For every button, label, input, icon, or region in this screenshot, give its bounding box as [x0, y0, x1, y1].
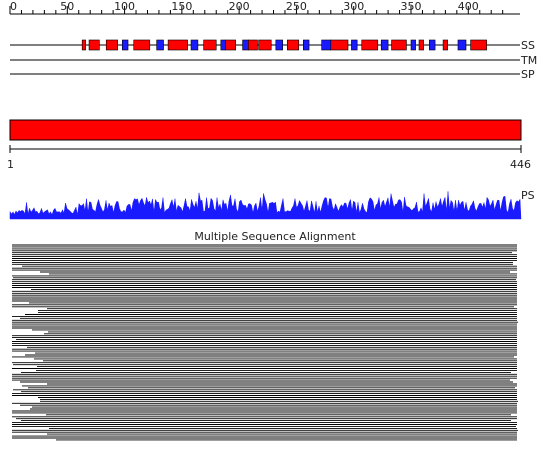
helix-block[interactable]	[442, 39, 448, 51]
strand-block[interactable]	[242, 39, 249, 51]
strand-block[interactable]	[156, 39, 164, 51]
helix-block[interactable]	[286, 39, 300, 51]
strand-block[interactable]	[410, 39, 416, 51]
strand-block[interactable]	[121, 39, 129, 51]
ruler-tick-label: 0	[10, 0, 17, 13]
helix-block[interactable]	[470, 39, 487, 51]
strand-block[interactable]	[303, 39, 310, 51]
domain-end-label: 446	[510, 158, 531, 171]
domain-bar-group: 1 446	[7, 119, 531, 171]
strand-block[interactable]	[351, 39, 358, 51]
ps-profile-area	[9, 191, 522, 220]
ruler-tick-label: 150	[171, 0, 192, 13]
strand-block[interactable]	[457, 39, 467, 51]
helix-block[interactable]	[105, 39, 118, 51]
domain-bar[interactable]	[9, 119, 522, 141]
tm-track: TM	[10, 54, 537, 67]
ruler-tick-label: 250	[286, 0, 307, 13]
ps-track-label: PS	[521, 189, 535, 202]
helix-block[interactable]	[225, 39, 237, 51]
strand-block[interactable]	[220, 39, 226, 51]
helix-block[interactable]	[391, 39, 407, 51]
secondary-structure-elements	[81, 39, 487, 51]
msa-lines	[12, 244, 518, 441]
strand-block[interactable]	[275, 39, 283, 51]
domain-start-label: 1	[7, 158, 14, 171]
helix-block[interactable]	[203, 39, 217, 51]
strand-block[interactable]	[429, 39, 436, 51]
ruler-ticks	[9, 6, 504, 14]
ruler-labels: 0 50 100 150 200 250 300 350 400	[10, 0, 479, 13]
ruler-tick-label: 350	[401, 0, 422, 13]
position-ruler: 0 50 100 150 200 250 300 350 400	[9, 0, 520, 15]
tm-track-label: TM	[520, 54, 537, 67]
helix-block[interactable]	[330, 39, 349, 51]
msa-block: Multiple Sequence Alignment	[12, 230, 518, 441]
strand-block[interactable]	[190, 39, 199, 51]
ps-profile: PS	[9, 189, 535, 220]
helix-block[interactable]	[258, 39, 272, 51]
sp-track: SP	[10, 68, 535, 81]
helix-block[interactable]	[248, 39, 258, 51]
ruler-tick-label: 300	[343, 0, 364, 13]
ruler-tick-label: 200	[229, 0, 250, 13]
helix-block[interactable]	[133, 39, 151, 51]
helix-block[interactable]	[167, 39, 188, 51]
helix-block[interactable]	[361, 39, 379, 51]
helix-block[interactable]	[81, 39, 86, 51]
ruler-tick-label: 50	[60, 0, 74, 13]
helix-block[interactable]	[88, 39, 100, 51]
strand-block[interactable]	[321, 39, 332, 51]
ruler-tick-label: 400	[458, 0, 479, 13]
strand-block[interactable]	[380, 39, 389, 51]
helix-block[interactable]	[418, 39, 424, 51]
sp-track-label: SP	[521, 68, 535, 81]
ss-track-label: SS	[521, 39, 535, 52]
ss-track: SS	[10, 39, 535, 52]
msa-title: Multiple Sequence Alignment	[194, 230, 356, 243]
ruler-tick-label: 100	[114, 0, 135, 13]
